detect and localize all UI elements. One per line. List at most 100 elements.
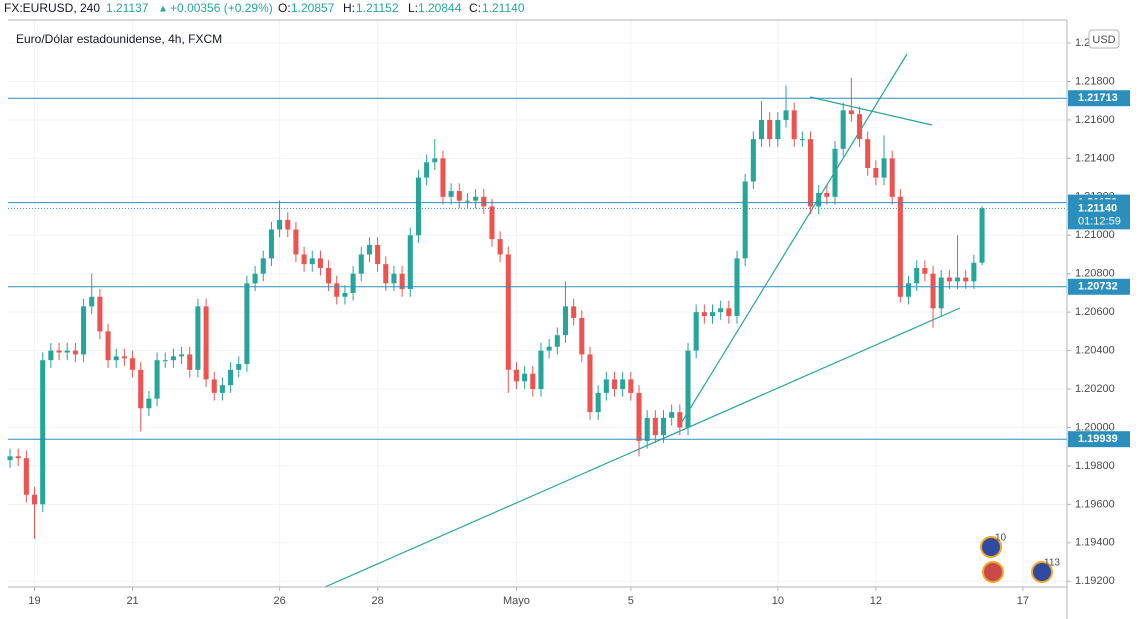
o-label: O: — [278, 1, 291, 15]
candle-body — [464, 200, 470, 202]
x-tick-label: 17 — [1017, 595, 1029, 607]
candle-body — [236, 364, 242, 370]
symbol: FX:EURUSD, 240 — [4, 1, 100, 15]
candle-body — [252, 273, 258, 284]
candle-body — [285, 219, 291, 230]
candle-body — [660, 417, 667, 436]
candle-body — [179, 354, 185, 357]
level-label: 1.20732 — [1078, 281, 1118, 293]
candle-body — [154, 360, 160, 399]
candle-body — [971, 262, 977, 282]
candle-body — [309, 258, 315, 265]
y-tick-label: 1.21800 — [1075, 75, 1115, 87]
y-tick-label: 1.21600 — [1075, 114, 1115, 126]
x-tick-label: 10 — [772, 595, 784, 607]
candle-body — [628, 379, 634, 393]
candle-body — [481, 196, 487, 207]
candle-body — [187, 354, 193, 370]
low: 1.20844 — [418, 1, 462, 15]
candle-body — [497, 239, 503, 255]
current-price-box — [1068, 199, 1130, 230]
x-tick-label: Mayo — [503, 595, 530, 607]
candle-body — [211, 379, 217, 393]
y-tick-label: 1.21400 — [1075, 152, 1115, 164]
candle-body — [807, 139, 814, 207]
candle-body — [293, 229, 299, 255]
candle-body — [718, 308, 724, 313]
c-label: C: — [469, 1, 481, 15]
candle-body — [571, 306, 577, 318]
candle-body — [522, 373, 528, 382]
candle-body — [783, 110, 789, 120]
candle-body — [473, 196, 479, 201]
x-tick-label: 21 — [126, 595, 138, 607]
currency: USD — [1092, 34, 1115, 46]
candle-body — [750, 139, 756, 182]
candle-body — [873, 167, 879, 178]
candle-body — [105, 331, 111, 361]
candle-body — [260, 258, 266, 274]
candle-body — [979, 208, 985, 263]
candle-body — [32, 494, 38, 505]
candle-body — [930, 273, 936, 309]
candle-body — [758, 119, 765, 140]
y-tick-label: 1.19200 — [1075, 575, 1115, 587]
candle-body — [244, 283, 250, 365]
candle-body — [693, 312, 699, 351]
candle-body — [562, 306, 569, 336]
candle-body — [342, 292, 348, 297]
candle-body — [358, 254, 364, 274]
event-label: 10 — [995, 533, 1007, 544]
open: 1.20857 — [291, 1, 335, 15]
candle-body — [407, 235, 413, 290]
countdown: 01:12:59 — [1078, 215, 1121, 227]
candle-body — [889, 158, 895, 197]
candle-body — [383, 264, 389, 284]
candle-body — [530, 373, 536, 390]
candle-body — [415, 177, 421, 236]
candle-body — [840, 110, 846, 149]
level-label-box — [1068, 90, 1130, 107]
candle-body — [799, 139, 805, 141]
candle-body — [685, 350, 691, 428]
candle-body — [669, 412, 675, 418]
candle-body — [791, 110, 797, 140]
x-tick-label: 28 — [371, 595, 383, 607]
event-icon[interactable] — [982, 561, 1004, 583]
candle-body — [15, 456, 21, 459]
candle-body — [375, 244, 381, 265]
event-icon[interactable] — [1031, 561, 1053, 583]
candle-body — [432, 158, 438, 163]
trend-line — [679, 53, 908, 426]
arrow: ▲ — [158, 4, 168, 15]
candle-body — [505, 254, 511, 370]
candle-body — [922, 267, 928, 274]
last: 1.21137 — [106, 1, 149, 15]
axis: 1.19200 1.19400 1.19600 1.19800 1.20000 1.202… — [28, 37, 1130, 607]
y-tick-label: 1.19400 — [1075, 537, 1115, 549]
x-tick-label: 12 — [870, 595, 882, 607]
candle-body — [914, 267, 920, 284]
trend-line — [809, 96, 933, 126]
event-icon[interactable] — [980, 536, 1002, 558]
candle-body — [130, 358, 136, 370]
y-tick-label: 1.19800 — [1075, 460, 1115, 472]
level-label-box — [1068, 278, 1130, 295]
candle-body — [64, 350, 70, 353]
candle-body — [334, 283, 340, 297]
close: 1.21140 — [482, 1, 525, 15]
candle-body — [775, 119, 781, 140]
candle-body — [587, 354, 593, 413]
candle-body — [946, 277, 952, 282]
candle-body — [652, 417, 658, 436]
x-tick-label: 19 — [28, 595, 40, 607]
candle-body — [203, 306, 209, 380]
event-label: 113 — [1044, 558, 1060, 569]
y-tick-label: 1.20400 — [1075, 344, 1115, 356]
candle-body — [121, 356, 127, 359]
candle-body — [277, 219, 283, 230]
candle-body — [677, 412, 683, 428]
candle-body — [767, 119, 773, 140]
level-label: 1.21713 — [1078, 92, 1118, 104]
plot — [7, 77, 1067, 539]
